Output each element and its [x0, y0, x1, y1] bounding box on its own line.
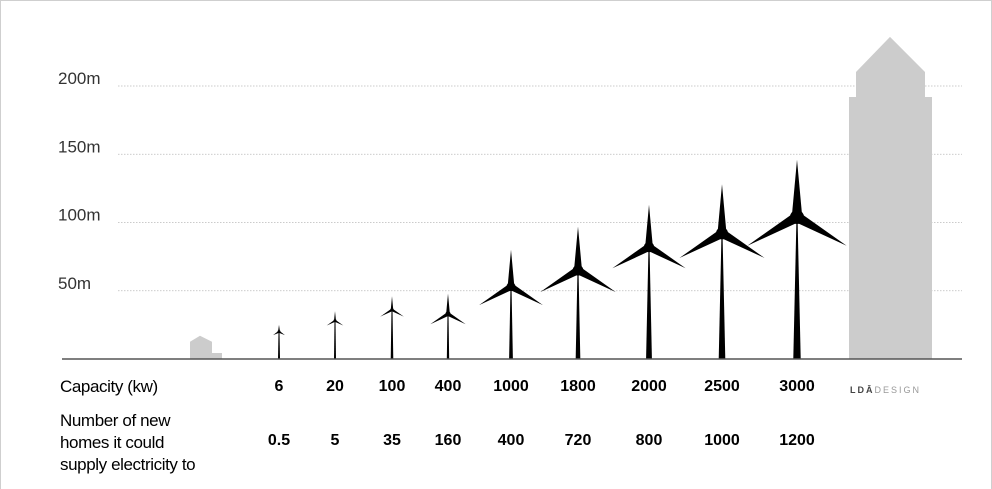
turbine-3000kw — [747, 159, 847, 359]
turbine-blade — [647, 243, 686, 269]
reference-structures — [190, 36, 932, 360]
turbine-blade — [334, 311, 336, 321]
turbine-blade — [446, 293, 450, 314]
turbine-blade — [791, 159, 803, 218]
homes-value: 35 — [383, 432, 401, 449]
turbine-tower — [334, 320, 336, 359]
capacity-value: 2000 — [631, 378, 667, 395]
homes-value: 0.5 — [267, 432, 291, 449]
homes-value: 720 — [564, 432, 592, 449]
y-tick-label-50: 50m — [58, 274, 91, 293]
turbine-tower — [793, 217, 801, 359]
homes-value: 160 — [434, 432, 462, 449]
turbine-blade — [334, 319, 344, 326]
turbine-tower — [390, 309, 394, 359]
turbine-blade — [574, 226, 582, 271]
turbine-tower — [718, 233, 726, 359]
capacity-value: 1800 — [560, 378, 596, 395]
turbine-20kw — [326, 311, 344, 359]
homes-value: 800 — [635, 432, 663, 449]
homes-row-label: Number of new homes it could supply elec… — [60, 410, 196, 476]
capacity-value: 400 — [434, 378, 462, 395]
turbine-hub — [790, 210, 804, 225]
turbine-hub — [277, 330, 281, 334]
turbine-blade — [612, 243, 651, 269]
turbine-blade — [278, 324, 280, 332]
homes-value: 5 — [330, 432, 340, 449]
turbine-blade — [391, 308, 404, 317]
homes-label-line-1: Number of new — [60, 411, 171, 430]
turbine-blade — [326, 319, 336, 326]
capacity-value: 6 — [274, 378, 284, 395]
capacity-value: 1000 — [493, 378, 529, 395]
turbine-blade — [717, 184, 727, 234]
turbine-blade — [679, 229, 725, 258]
turbine-blade — [390, 296, 394, 310]
capacity-value: 100 — [378, 378, 406, 395]
y-tick-label-200: 200m — [58, 69, 101, 88]
turbine-1800kw — [540, 226, 616, 359]
turbine-blade — [507, 249, 515, 287]
turbine-hub — [716, 227, 728, 240]
turbine-hub — [445, 311, 451, 317]
turbine-blade — [719, 229, 765, 258]
lda-design-logo: LDĀDESIGN — [850, 385, 921, 395]
turbine-blade — [540, 266, 580, 293]
homes-label-line-3: supply electricity to — [60, 455, 196, 474]
homes-value: 400 — [497, 432, 525, 449]
turbine-tower — [446, 313, 450, 359]
y-tick-label-150: 150m — [58, 137, 101, 156]
homes-value: 1200 — [779, 432, 815, 449]
homes-label-line-2: homes it could — [60, 433, 165, 452]
turbine-blade — [380, 308, 393, 317]
turbine-blade — [794, 212, 847, 246]
turbine-400kw — [430, 293, 466, 359]
turbine-2500kw — [679, 184, 765, 359]
turbine-blade — [430, 312, 449, 325]
turbine-blade — [645, 204, 653, 248]
turbine-tower — [509, 286, 513, 359]
capacity-value: 20 — [326, 378, 344, 395]
turbine-hub — [643, 241, 655, 253]
logo-bold: LDĀ — [850, 385, 875, 395]
turbine-tower — [575, 270, 581, 359]
y-axis-tick-labels: 50m 100m 150m 200m — [58, 69, 101, 293]
turbine-hub — [390, 308, 394, 312]
logo-light: DESIGN — [875, 385, 922, 395]
turbine-6kw — [273, 324, 285, 359]
turbine-blade — [479, 283, 513, 306]
turbine-100kw — [380, 296, 404, 359]
turbine-blade — [576, 266, 616, 293]
turbine-hub — [506, 282, 516, 292]
turbine-blade — [747, 212, 800, 246]
turbine-blade — [509, 283, 543, 306]
capacity-value: 3000 — [779, 378, 815, 395]
capacity-value: 2500 — [704, 378, 740, 395]
gridlines — [118, 85, 962, 292]
turbine-hub — [572, 264, 584, 276]
turbine-2000kw — [612, 204, 686, 359]
turbines — [273, 159, 847, 359]
y-tick-label-100: 100m — [58, 206, 101, 225]
reference-house — [190, 335, 222, 359]
reference-building — [849, 36, 932, 360]
turbine-blade — [447, 312, 466, 325]
capacity-row-label: Capacity (kw) — [60, 377, 158, 396]
homes-value: 1000 — [704, 432, 740, 449]
turbine-tower — [278, 331, 280, 359]
turbine-hub — [333, 319, 337, 323]
turbine-1000kw — [479, 249, 543, 359]
turbine-tower — [646, 247, 652, 359]
